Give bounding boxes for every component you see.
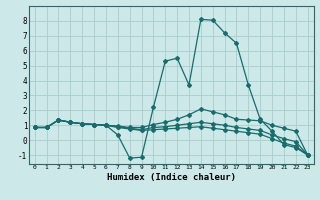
- X-axis label: Humidex (Indice chaleur): Humidex (Indice chaleur): [107, 173, 236, 182]
